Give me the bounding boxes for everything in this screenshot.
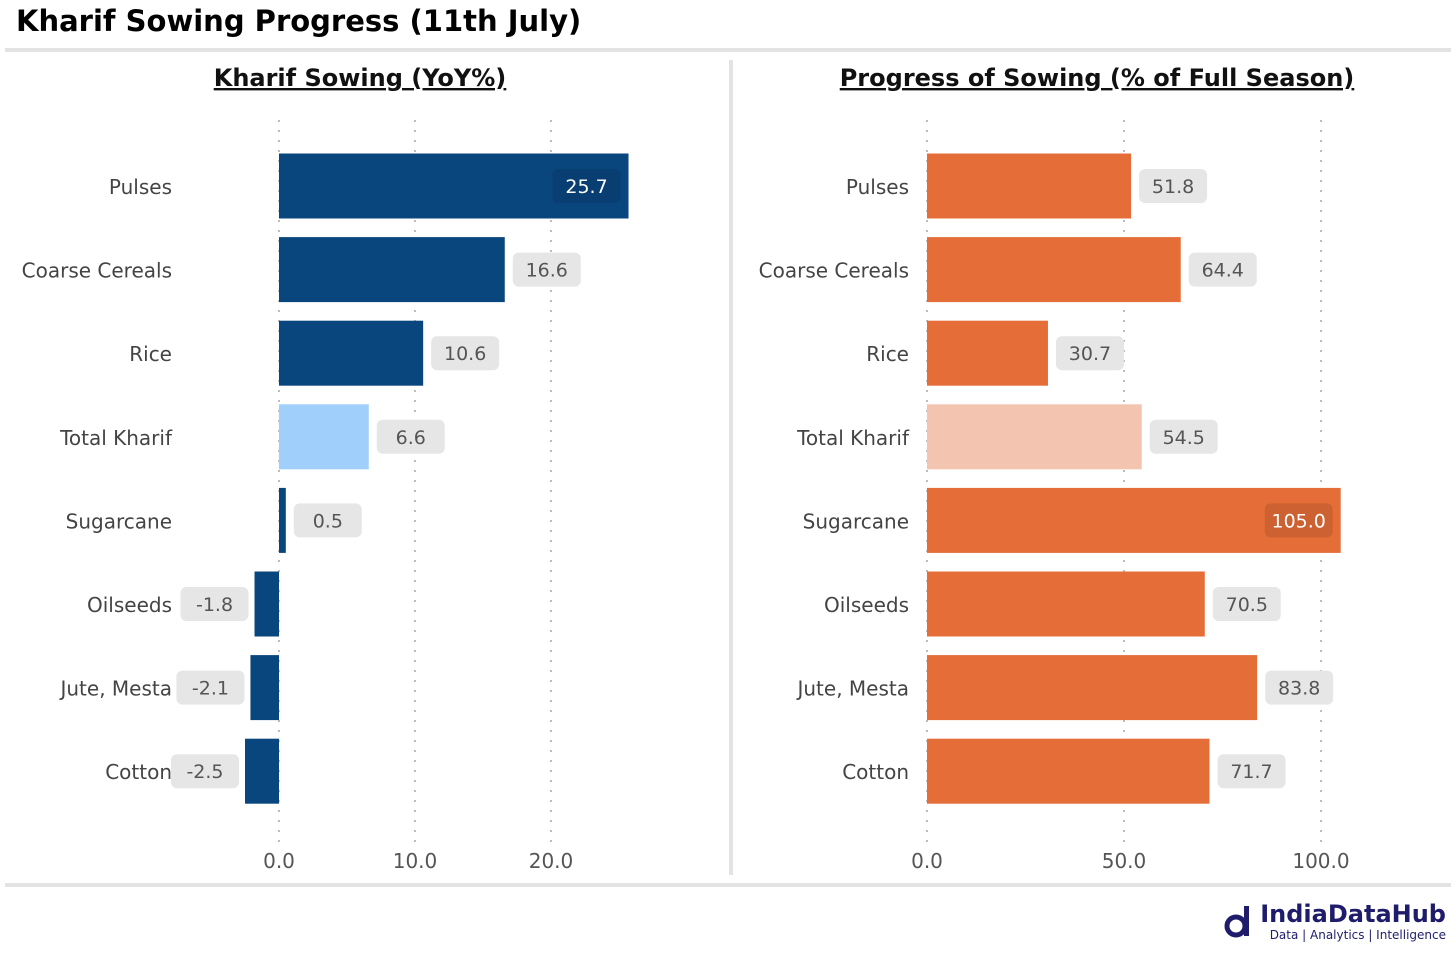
data-label: 51.8	[1152, 176, 1194, 198]
category-label: Pulses	[109, 175, 172, 199]
data-label: -1.8	[196, 594, 233, 616]
data-label: 6.6	[396, 427, 426, 449]
chart-title: Progress of Sowing (% of Full Season)	[840, 64, 1355, 92]
data-label-box	[431, 336, 500, 371]
data-label-box	[376, 419, 445, 454]
bar	[250, 655, 279, 721]
category-label: Jute, Mesta	[58, 677, 172, 701]
data-label: 71.7	[1230, 761, 1272, 783]
bar	[279, 153, 629, 219]
data-label: 105.0	[1271, 510, 1325, 532]
data-label: -2.5	[186, 761, 223, 783]
footer-divider	[5, 883, 1451, 887]
category-label: Sugarcane	[803, 509, 909, 533]
logo-name: IndiaDataHub	[1260, 900, 1446, 928]
panel-divider	[729, 60, 733, 875]
data-label-box	[512, 252, 581, 287]
bar	[927, 237, 1181, 303]
x-tick-label: 0.0	[911, 849, 943, 873]
bar	[927, 487, 1341, 553]
bar	[254, 571, 279, 637]
data-label-box	[1217, 754, 1286, 789]
data-label: 16.6	[526, 260, 568, 282]
bar	[279, 487, 286, 553]
data-label: 0.5	[313, 510, 343, 532]
category-label: Oilseeds	[824, 593, 909, 617]
category-label: Cotton	[105, 760, 172, 784]
category-label: Pulses	[846, 175, 909, 199]
category-label: Rice	[129, 342, 172, 366]
category-label: Coarse Cereals	[22, 259, 172, 283]
logo-icon	[1224, 906, 1250, 938]
category-label: Cotton	[842, 760, 909, 784]
x-tick-label: 100.0	[1292, 849, 1349, 873]
data-label: 25.7	[565, 176, 607, 198]
data-label-box	[1188, 252, 1257, 287]
category-label: Total Kharif	[59, 426, 173, 450]
bar	[279, 237, 505, 303]
data-label-box	[1212, 587, 1281, 621]
x-tick-label: 50.0	[1102, 849, 1147, 873]
bar	[245, 738, 279, 804]
data-label-box	[1055, 336, 1124, 371]
data-label: 70.5	[1226, 594, 1268, 616]
category-label: Coarse Cereals	[759, 259, 909, 283]
bar	[927, 404, 1142, 470]
bar	[279, 404, 369, 470]
logo-tagline: Data | Analytics | Intelligence	[1269, 928, 1446, 942]
category-label: Total Kharif	[796, 426, 910, 450]
data-label-box	[1264, 503, 1333, 538]
bar	[279, 320, 424, 386]
category-label: Rice	[866, 342, 909, 366]
data-label-box	[1139, 169, 1208, 203]
x-tick-label: 0.0	[263, 849, 295, 873]
logo: IndiaDataHub Data | Analytics | Intellig…	[1224, 902, 1446, 942]
data-label-box	[176, 670, 245, 705]
data-label: 30.7	[1069, 343, 1111, 365]
bar	[927, 320, 1048, 386]
bar	[927, 153, 1132, 219]
page-title: Kharif Sowing Progress (11th July)	[16, 4, 582, 38]
title-divider	[5, 48, 1451, 52]
category-label: Oilseeds	[87, 593, 172, 617]
data-label: -2.1	[192, 678, 229, 700]
data-label: 10.6	[444, 343, 486, 365]
data-label: 83.8	[1278, 678, 1320, 700]
data-label-box	[180, 587, 249, 621]
x-tick-label: 10.0	[393, 849, 438, 873]
bar	[927, 655, 1258, 721]
data-label: 54.5	[1163, 427, 1205, 449]
chart-title: Kharif Sowing (YoY%)	[214, 64, 507, 92]
category-label: Jute, Mesta	[795, 677, 909, 701]
data-label-box	[1149, 419, 1218, 454]
data-label-box	[293, 503, 362, 538]
category-label: Sugarcane	[66, 509, 172, 533]
data-label: 64.4	[1202, 260, 1244, 282]
bar	[927, 571, 1205, 637]
bar	[927, 738, 1210, 804]
data-label-box	[552, 169, 621, 203]
x-tick-label: 20.0	[529, 849, 574, 873]
data-label-box	[1265, 670, 1334, 705]
data-label-box	[171, 754, 239, 789]
